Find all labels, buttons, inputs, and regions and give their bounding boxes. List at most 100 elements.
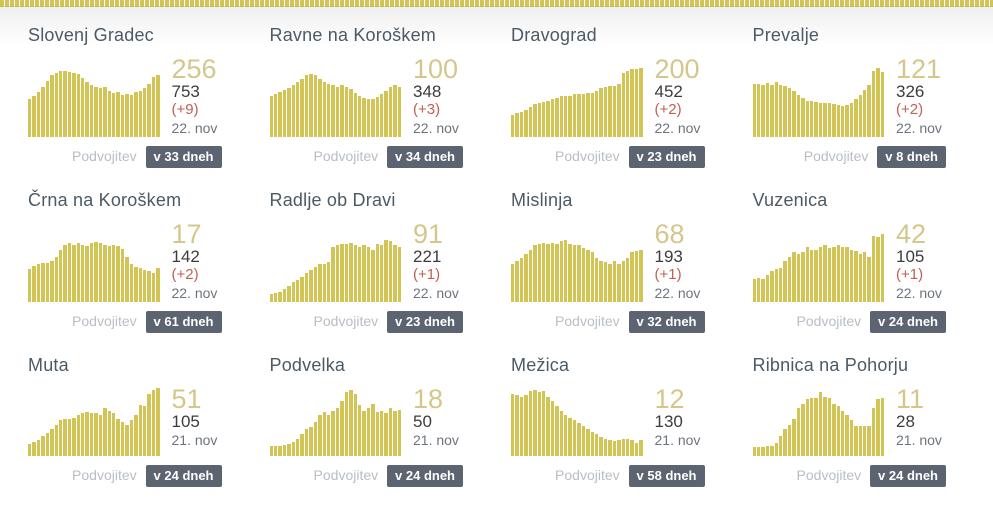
municipality-title: Mislinja: [511, 190, 573, 210]
case-bar: [827, 397, 832, 456]
confirmed-total-value: 130: [654, 412, 683, 431]
cases-bar-chart[interactable]: [752, 386, 885, 456]
case-bar: [273, 94, 278, 137]
municipality-card-prevalje: Prevalje 121 326 (+2) 22. nov Podvojitev…: [752, 25, 946, 168]
case-bar: [603, 262, 608, 302]
cases-bar-chart[interactable]: [511, 232, 643, 302]
case-bar: [54, 424, 58, 456]
case-bar: [147, 271, 151, 302]
case-bar: [129, 420, 134, 456]
case-bar: [608, 439, 612, 456]
case-bar: [103, 408, 107, 456]
case-bar: [617, 83, 621, 137]
cases-bar-chart[interactable]: [269, 386, 402, 456]
case-bar: [318, 264, 322, 302]
case-bar: [770, 270, 774, 302]
stats-block: 91 221 (+1) 22. nov: [413, 221, 463, 302]
doubling-time-row: Podvojitev v 23 dneh: [270, 311, 463, 333]
active-cases-value: 11: [896, 384, 925, 414]
case-bar: [761, 278, 765, 302]
case-bar: [45, 262, 50, 302]
case-bar: [541, 102, 546, 137]
cases-bar-chart[interactable]: [28, 67, 160, 137]
doubling-label: Podvojitev: [72, 313, 137, 329]
case-bar: [116, 92, 120, 137]
case-bar: [783, 85, 787, 137]
new-cases-delta: (+2): [171, 266, 199, 283]
stats-block: 256 753 (+9) 22. nov: [172, 56, 222, 137]
date-label: 21. nov: [896, 432, 942, 448]
case-bar: [89, 85, 94, 137]
cases-bar-chart[interactable]: [28, 386, 160, 456]
cases-bar-chart[interactable]: [752, 67, 885, 137]
case-bar: [357, 247, 362, 302]
case-bar: [151, 389, 156, 456]
case-bar: [845, 104, 849, 137]
case-bar: [322, 411, 326, 456]
municipality-title: Vuzenica: [752, 190, 828, 210]
top-chart-strip: [0, 0, 993, 7]
case-bar: [50, 429, 54, 456]
case-bar: [537, 243, 541, 302]
case-bar: [858, 95, 863, 137]
case-bar: [533, 389, 537, 456]
case-bar: [779, 267, 783, 302]
confirmed-total-value: 326: [896, 82, 925, 101]
case-bar: [564, 95, 568, 137]
case-bar: [555, 97, 559, 137]
case-bar: [278, 445, 282, 456]
case-bar: [380, 410, 384, 456]
confirmed-total-value: 28: [896, 412, 915, 431]
case-bar: [533, 245, 537, 302]
case-bar: [634, 250, 639, 302]
case-bar: [603, 86, 608, 137]
doubling-label: Podvojitev: [313, 148, 379, 164]
case-bar: [608, 85, 612, 137]
case-bar: [572, 94, 577, 137]
case-bar: [854, 250, 858, 302]
case-bar: [76, 74, 81, 137]
doubling-time-badge: v 24 dneh: [870, 311, 946, 333]
case-bar: [94, 413, 98, 456]
cases-bar-chart[interactable]: [269, 67, 402, 137]
doubling-time-row: Podvojitev v 23 dneh: [511, 146, 705, 168]
case-bar: [32, 265, 36, 302]
case-bar: [72, 72, 76, 137]
date-label: 22. nov: [654, 120, 701, 136]
case-bar: [555, 406, 559, 456]
cases-bar-chart[interactable]: [269, 232, 402, 302]
case-bar: [805, 100, 809, 137]
case-bar: [832, 246, 836, 302]
case-bar: [50, 75, 54, 137]
cases-bar-chart[interactable]: [511, 386, 643, 456]
case-bar: [805, 399, 809, 456]
date-label: 22. nov: [413, 120, 459, 136]
case-bar: [322, 264, 326, 302]
new-cases-delta: (+2): [654, 101, 682, 118]
doubling-time-badge: v 61 dneh: [145, 311, 222, 333]
case-bar: [612, 85, 617, 137]
case-bar: [541, 390, 546, 456]
cases-bar-chart[interactable]: [752, 232, 885, 302]
case-bar: [863, 252, 867, 302]
active-cases-value: 121: [896, 54, 942, 84]
cases-bar-chart[interactable]: [28, 232, 160, 302]
case-bar: [282, 444, 287, 456]
case-bar: [349, 89, 353, 137]
stats-block: 12 130 21. nov: [655, 386, 705, 449]
cases-bar-chart[interactable]: [511, 67, 643, 137]
case-bar: [125, 93, 129, 137]
case-bar: [546, 100, 550, 137]
case-bar: [156, 75, 160, 137]
case-bar: [511, 114, 515, 137]
case-bar: [380, 245, 384, 302]
active-cases-value: 12: [654, 384, 685, 414]
stats-block: 51 105 21. nov: [172, 386, 222, 449]
case-bar: [827, 248, 832, 302]
case-bar: [577, 245, 581, 302]
case-bar: [269, 293, 273, 302]
case-bar: [809, 249, 814, 302]
case-bar: [564, 240, 568, 302]
case-bar: [393, 85, 397, 137]
case-bar: [331, 410, 335, 456]
